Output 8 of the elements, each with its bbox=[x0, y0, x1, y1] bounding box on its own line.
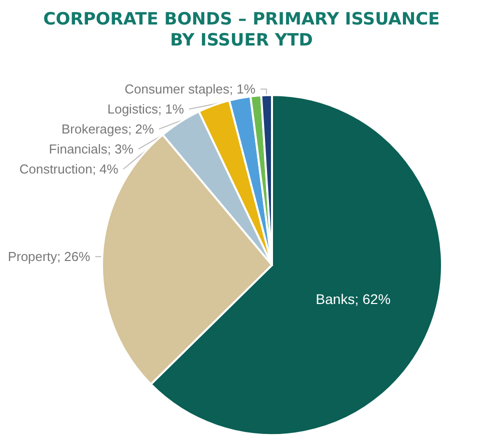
chart-title: CORPORATE BONDS – PRIMARY ISSUANCE BY ISSUER YTD bbox=[43, 10, 440, 50]
slice-label: Property; 26% bbox=[8, 249, 91, 264]
slice-label: Construction; 4% bbox=[19, 162, 119, 177]
slice-label: Banks; 62% bbox=[316, 291, 391, 307]
slice-label: Financials; 3% bbox=[48, 142, 134, 157]
slice-label: Logistics; 1% bbox=[107, 102, 184, 117]
slice-label: Brokerages; 2% bbox=[61, 122, 154, 137]
slice-label: Consumer staples; 1% bbox=[124, 82, 256, 97]
